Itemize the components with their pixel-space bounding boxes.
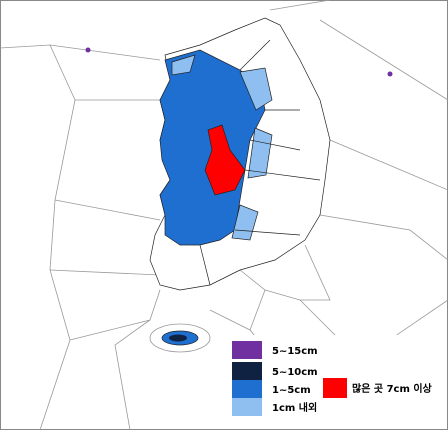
legend-label: 5~10cm	[272, 367, 318, 378]
legend-swatch	[232, 380, 262, 398]
jeju-core	[169, 334, 187, 342]
highlight-swatch	[323, 378, 347, 398]
legend-label: 5~15cm	[272, 346, 318, 357]
legend-label: 1cm 내외	[272, 401, 317, 414]
legend: 5~15cm 5~10cm 1~5cm 1cm 내외 많은 곳 7cm 이상	[228, 335, 442, 425]
korea-peninsula	[85, 17, 393, 346]
legend-label: 1~5cm	[272, 385, 311, 396]
legend-swatch	[232, 398, 262, 416]
island	[85, 47, 91, 53]
island	[387, 71, 393, 77]
legend-swatch	[232, 362, 262, 380]
legend-swatch	[232, 341, 262, 359]
highlight-label: 많은 곳 7cm 이상	[352, 382, 433, 395]
